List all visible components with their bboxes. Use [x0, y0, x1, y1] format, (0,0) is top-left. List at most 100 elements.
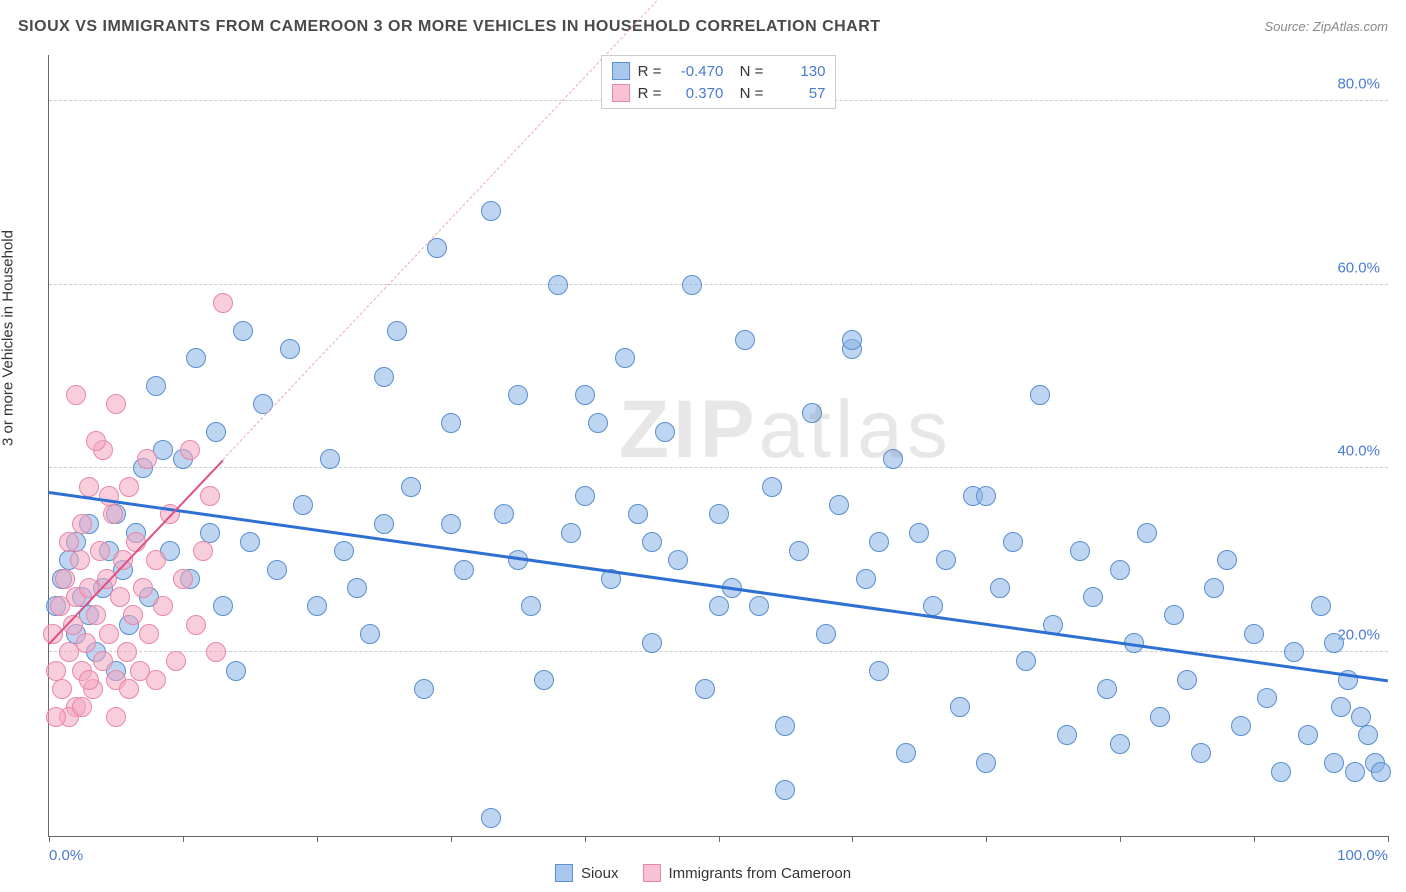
- data-point: [1110, 734, 1130, 754]
- y-axis-title: 3 or more Vehicles in Household: [0, 230, 17, 446]
- data-point: [441, 413, 461, 433]
- data-point: [79, 670, 99, 690]
- data-point: [193, 541, 213, 561]
- data-point: [293, 495, 313, 515]
- data-point: [1177, 670, 1197, 690]
- data-point: [735, 330, 755, 350]
- data-point: [1003, 532, 1023, 552]
- data-point: [1324, 753, 1344, 773]
- legend-item: Sioux: [555, 864, 619, 882]
- data-point: [682, 275, 702, 295]
- data-point: [749, 596, 769, 616]
- data-point: [1204, 578, 1224, 598]
- r-value: -0.470: [669, 63, 723, 80]
- data-point: [1324, 633, 1344, 653]
- x-tick: [49, 836, 50, 842]
- data-point: [990, 578, 1010, 598]
- data-point: [508, 385, 528, 405]
- data-point: [374, 514, 394, 534]
- correlation-legend-row: R =0.370 N =57: [612, 82, 826, 104]
- x-tick: [451, 836, 452, 842]
- data-point: [206, 642, 226, 662]
- data-point: [481, 201, 501, 221]
- data-point: [59, 532, 79, 552]
- data-point: [575, 486, 595, 506]
- data-point: [883, 449, 903, 469]
- data-point: [186, 348, 206, 368]
- data-point: [1311, 596, 1331, 616]
- data-point: [90, 541, 110, 561]
- data-point: [97, 569, 117, 589]
- data-point: [534, 670, 554, 690]
- data-point: [695, 679, 715, 699]
- data-point: [55, 569, 75, 589]
- data-point: [186, 615, 206, 635]
- watermark-part1: ZIP: [619, 384, 759, 475]
- data-point: [668, 550, 688, 570]
- data-point: [79, 477, 99, 497]
- x-tick: [852, 836, 853, 842]
- data-point: [1331, 697, 1351, 717]
- data-point: [1097, 679, 1117, 699]
- data-point: [1284, 642, 1304, 662]
- gridline: [49, 284, 1388, 285]
- n-label: N =: [731, 63, 763, 80]
- data-point: [1016, 651, 1036, 671]
- data-point: [615, 348, 635, 368]
- data-point: [233, 321, 253, 341]
- data-point: [123, 605, 143, 625]
- data-point: [521, 596, 541, 616]
- y-tick-label: 80.0%: [1337, 75, 1380, 92]
- data-point: [86, 431, 106, 451]
- chart-header: SIOUX VS IMMIGRANTS FROM CAMEROON 3 OR M…: [18, 18, 1388, 36]
- data-point: [856, 569, 876, 589]
- data-point: [950, 697, 970, 717]
- gridline: [49, 467, 1388, 468]
- data-point: [146, 670, 166, 690]
- data-point: [46, 707, 66, 727]
- data-point: [166, 651, 186, 671]
- data-point: [923, 596, 943, 616]
- legend-swatch: [642, 864, 660, 882]
- correlation-legend-row: R =-0.470 N =130: [612, 60, 826, 82]
- data-point: [253, 394, 273, 414]
- data-point: [1351, 707, 1371, 727]
- data-point: [1271, 762, 1291, 782]
- data-point: [137, 449, 157, 469]
- data-point: [829, 495, 849, 515]
- x-tick-label: 100.0%: [1337, 847, 1388, 864]
- data-point: [1137, 523, 1157, 543]
- data-point: [709, 504, 729, 524]
- x-tick: [1120, 836, 1121, 842]
- data-point: [200, 486, 220, 506]
- data-point: [936, 550, 956, 570]
- source-attribution: Source: ZipAtlas.com: [1264, 19, 1388, 34]
- data-point: [387, 321, 407, 341]
- data-point: [816, 624, 836, 644]
- data-point: [72, 697, 92, 717]
- data-point: [896, 743, 916, 763]
- x-tick: [317, 836, 318, 842]
- data-point: [213, 596, 233, 616]
- data-point: [70, 550, 90, 570]
- data-point: [206, 422, 226, 442]
- data-point: [374, 367, 394, 387]
- legend-swatch: [555, 864, 573, 882]
- data-point: [762, 477, 782, 497]
- data-point: [628, 504, 648, 524]
- chart-area: ZIPatlas R =-0.470 N =130R =0.370 N =57 …: [48, 55, 1388, 837]
- data-point: [1257, 688, 1277, 708]
- correlation-legend: R =-0.470 N =130R =0.370 N =57: [601, 55, 837, 109]
- data-point: [139, 624, 159, 644]
- data-point: [909, 523, 929, 543]
- data-point: [842, 330, 862, 350]
- data-point: [72, 514, 92, 534]
- data-point: [976, 486, 996, 506]
- series-legend: SiouxImmigrants from Cameroon: [555, 864, 851, 882]
- data-point: [334, 541, 354, 561]
- x-tick: [585, 836, 586, 842]
- data-point: [117, 642, 137, 662]
- data-point: [588, 413, 608, 433]
- data-point: [267, 560, 287, 580]
- data-point: [106, 394, 126, 414]
